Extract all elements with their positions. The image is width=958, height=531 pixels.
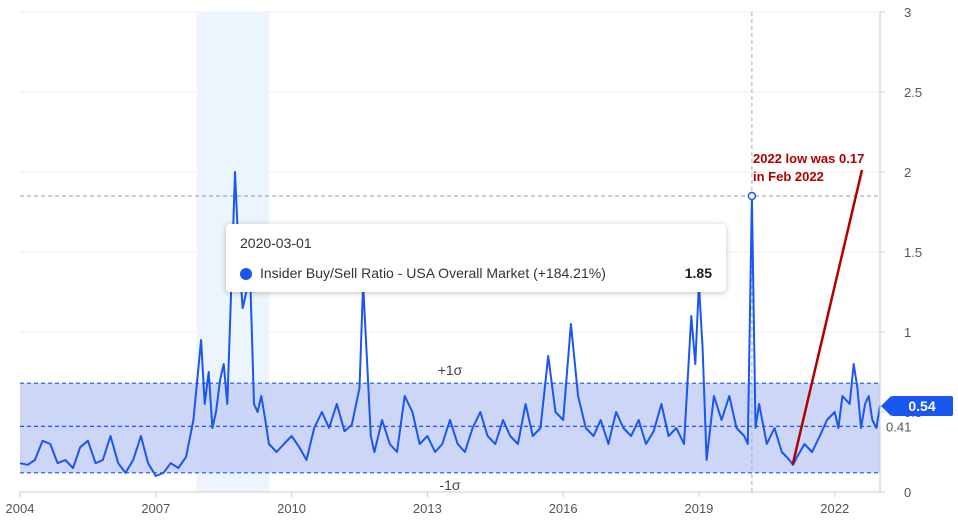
tooltip: 2020-03-01 Insider Buy/Sell Ratio - USA …: [226, 224, 726, 292]
tooltip-value: 1.85: [684, 265, 712, 281]
x-tick-labels: 2004 2007 2010 2013 2016 2019 2022: [6, 492, 849, 516]
hover-point[interactable]: [747, 191, 757, 201]
annotation-line-2: in Feb 2022: [753, 169, 824, 184]
series-dot-icon: [240, 268, 252, 280]
lower-sigma-label: -1σ: [439, 477, 460, 493]
series-line: [19, 171, 881, 477]
tooltip-date: 2020-03-01: [240, 235, 312, 251]
annotation-line-1: 2022 low was 0.17: [753, 151, 864, 166]
upper-sigma-label: +1σ: [438, 362, 463, 378]
y-tick-label-4: 2: [904, 165, 911, 180]
y-tick-label-0: 0: [904, 485, 911, 500]
badge-arrow-icon: [881, 396, 891, 416]
sigma-band: [20, 383, 880, 473]
x-tick-label-1: 2007: [141, 501, 170, 516]
last-value-badge: 0.54: [891, 396, 953, 416]
y-tick-label-2: 1: [904, 325, 911, 340]
y-tick-label-6: 3: [904, 5, 911, 20]
x-tick-label-0: 2004: [6, 501, 35, 516]
y-tick-label-5: 2.5: [904, 85, 922, 100]
x-tick-label-3: 2013: [413, 501, 442, 516]
y-tick-label-3: 1.5: [904, 245, 922, 260]
x-tick-label-2: 2010: [277, 501, 306, 516]
mean-value-label: 0.41: [886, 419, 911, 434]
x-tick-label-5: 2019: [684, 501, 713, 516]
x-tick-label-4: 2016: [549, 501, 578, 516]
tooltip-series-label: Insider Buy/Sell Ratio - USA Overall Mar…: [260, 265, 606, 281]
annotation-arrow: [791, 169, 864, 466]
x-tick-label-6: 2022: [820, 501, 849, 516]
